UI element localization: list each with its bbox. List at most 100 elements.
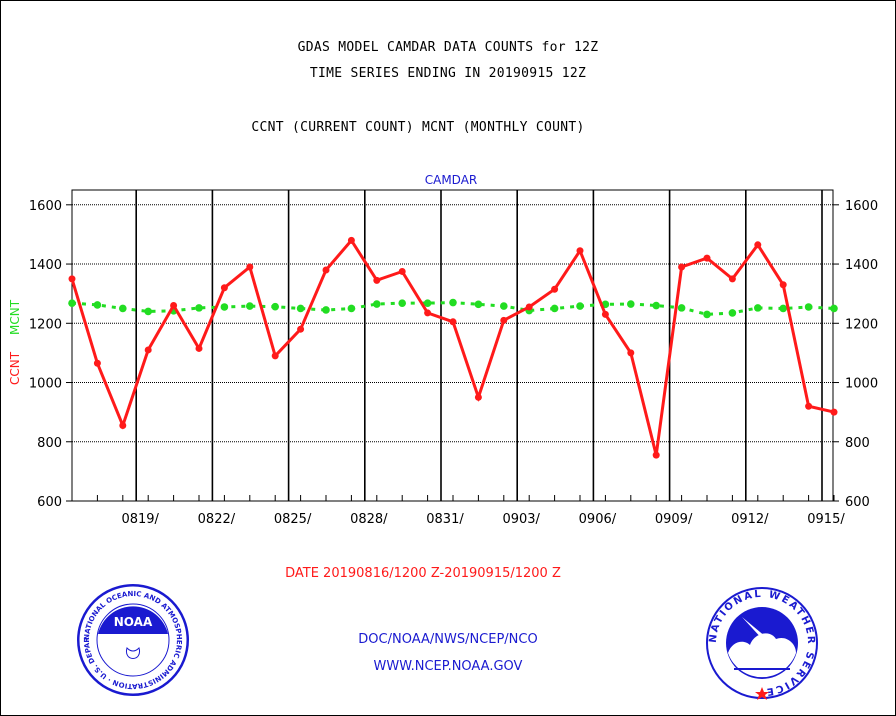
noaa-logo: NATIONAL OCEANIC AND ATMOSPHERIC ADMINIS… bbox=[77, 584, 189, 696]
point-mcnt bbox=[246, 302, 254, 310]
point-ccnt bbox=[830, 408, 838, 416]
panel-title: CAMDAR bbox=[425, 173, 478, 187]
y-axis-right: 600 800 1000 1200 1400 1600 bbox=[833, 199, 878, 510]
plot-area-border bbox=[71, 189, 834, 502]
point-mcnt bbox=[93, 301, 102, 309]
point-mcnt bbox=[68, 299, 76, 307]
y-tick-label-left: 800 bbox=[37, 436, 62, 451]
point-mcnt bbox=[373, 300, 381, 308]
x-tick-label: 0828/ bbox=[350, 512, 388, 527]
point-mcnt bbox=[220, 303, 229, 311]
point-mcnt bbox=[576, 302, 584, 310]
point-mcnt bbox=[830, 304, 838, 313]
y-tick-label-left: 1600 bbox=[29, 199, 62, 214]
point-mcnt bbox=[627, 300, 635, 308]
footer-org: DOC/NOAA/NWS/NCEP/NCO bbox=[358, 632, 538, 647]
ylabel-ccnt: CCNT bbox=[8, 351, 22, 385]
point-mcnt bbox=[322, 306, 330, 314]
point-ccnt bbox=[373, 276, 381, 284]
x-axis: 0819/0822/0825/0828/0831/0903/0906/0909/… bbox=[71, 495, 845, 527]
point-mcnt bbox=[728, 309, 737, 317]
y-tick-label-right: 1600 bbox=[845, 199, 878, 214]
point-mcnt bbox=[119, 304, 127, 313]
point-ccnt bbox=[500, 316, 508, 324]
ylabel-mcnt: MCNT bbox=[8, 299, 22, 335]
point-ccnt bbox=[170, 302, 178, 310]
point-mcnt bbox=[652, 301, 660, 310]
point-mcnt bbox=[144, 307, 152, 316]
y-tick-label-right: 1400 bbox=[845, 258, 878, 273]
point-mcnt bbox=[550, 304, 559, 313]
x-tick-label: 0912/ bbox=[731, 512, 769, 527]
point-ccnt bbox=[297, 325, 305, 333]
point-mcnt bbox=[779, 304, 787, 313]
chart-title: GDAS MODEL CAMDAR DATA COUNTS for 12Z bbox=[297, 40, 599, 55]
point-ccnt bbox=[805, 402, 813, 410]
point-ccnt bbox=[449, 318, 457, 326]
y-tick-label-left: 1000 bbox=[29, 377, 62, 392]
series-ccnt bbox=[68, 236, 838, 459]
point-mcnt bbox=[195, 304, 203, 312]
point-ccnt bbox=[68, 275, 76, 283]
point-ccnt bbox=[220, 284, 228, 292]
point-ccnt bbox=[678, 263, 686, 271]
x-tick-label: 0819/ bbox=[121, 512, 159, 527]
point-ccnt bbox=[551, 285, 559, 293]
x-tick-label: 0831/ bbox=[426, 512, 464, 527]
point-ccnt bbox=[703, 254, 711, 262]
point-ccnt bbox=[728, 275, 736, 283]
point-ccnt bbox=[754, 241, 762, 249]
point-ccnt bbox=[627, 349, 635, 357]
date-range-label: DATE 20190816/1200 Z-20190915/1200 Z bbox=[285, 566, 561, 581]
point-mcnt bbox=[398, 299, 407, 307]
point-mcnt bbox=[500, 302, 508, 310]
chart-subtitle: TIME SERIES ENDING IN 20190915 12Z bbox=[309, 66, 587, 81]
y-tick-label-right: 600 bbox=[845, 495, 870, 510]
y-tick-label-left: 1200 bbox=[29, 317, 62, 332]
chart-grid bbox=[72, 190, 833, 501]
series-mcnt bbox=[68, 298, 838, 319]
point-mcnt bbox=[296, 304, 305, 313]
point-ccnt bbox=[424, 309, 432, 317]
footer-url[interactable]: WWW.NCEP.NOAA.GOV bbox=[373, 659, 523, 674]
y-tick-label-right: 800 bbox=[845, 436, 870, 451]
y-tick-label-right: 1200 bbox=[845, 317, 878, 332]
point-ccnt bbox=[474, 393, 482, 401]
point-ccnt bbox=[652, 451, 660, 459]
point-ccnt bbox=[525, 303, 533, 311]
y-axis-left: 600 800 1000 1200 1400 1600 bbox=[29, 199, 72, 510]
point-mcnt bbox=[677, 304, 686, 312]
x-tick-label: 0822/ bbox=[198, 512, 236, 527]
point-ccnt bbox=[195, 344, 203, 352]
point-ccnt bbox=[779, 281, 787, 289]
nws-logo: NATIONAL WEATHER SERVICE bbox=[706, 587, 818, 700]
point-mcnt bbox=[474, 300, 483, 309]
point-ccnt bbox=[576, 247, 584, 255]
point-mcnt bbox=[347, 304, 356, 313]
x-tick-label: 0825/ bbox=[274, 512, 312, 527]
point-ccnt bbox=[398, 267, 406, 275]
y-tick-label-left: 1400 bbox=[29, 258, 62, 273]
point-ccnt bbox=[322, 266, 330, 274]
x-tick-label: 0915/ bbox=[807, 512, 845, 527]
point-ccnt bbox=[246, 263, 254, 271]
point-ccnt bbox=[93, 359, 101, 367]
x-tick-label: 0906/ bbox=[579, 512, 617, 527]
point-ccnt bbox=[601, 310, 609, 318]
point-ccnt bbox=[144, 346, 152, 354]
series-line-ccnt bbox=[70, 237, 835, 456]
x-tick-label: 0909/ bbox=[655, 512, 693, 527]
point-mcnt bbox=[271, 302, 280, 311]
point-ccnt bbox=[271, 352, 279, 360]
y-tick-label-left: 600 bbox=[37, 495, 62, 510]
noaa-label: NOAA bbox=[114, 615, 153, 629]
point-mcnt bbox=[754, 304, 762, 312]
point-mcnt bbox=[703, 310, 711, 319]
point-mcnt bbox=[804, 303, 813, 311]
point-ccnt bbox=[347, 236, 355, 244]
point-mcnt bbox=[423, 299, 432, 307]
y-axis-label: CCNT MCNT bbox=[8, 299, 22, 385]
point-mcnt bbox=[449, 298, 457, 307]
point-ccnt bbox=[119, 421, 127, 429]
